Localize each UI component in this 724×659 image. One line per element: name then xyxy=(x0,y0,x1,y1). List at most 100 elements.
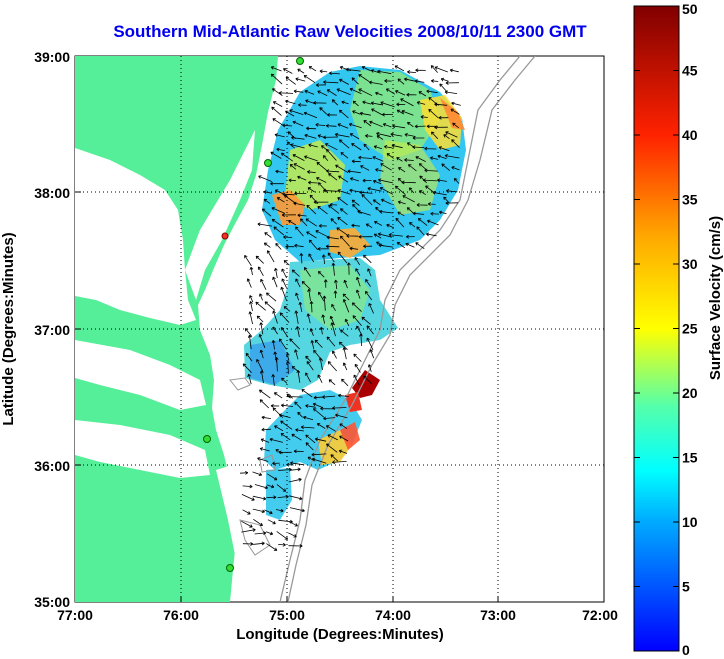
velocity-arrow xyxy=(283,260,290,266)
velocity-arrow xyxy=(362,100,372,105)
velocity-arrow xyxy=(295,278,301,288)
velocity-arrow xyxy=(361,66,371,72)
velocity-arrow xyxy=(349,87,362,95)
colorbar xyxy=(633,5,680,652)
velocity-arrow xyxy=(426,232,437,237)
velocity-arrow xyxy=(356,276,361,287)
y-tick-label: 39:00 xyxy=(34,49,70,65)
velocity-arrow xyxy=(301,281,311,290)
radar-station xyxy=(264,159,272,167)
velocity-arrow xyxy=(372,199,381,206)
velocity-arrow xyxy=(299,253,304,264)
velocity-arrow xyxy=(261,415,271,420)
velocity-arrow xyxy=(305,372,311,383)
velocity-arrow xyxy=(428,108,439,119)
velocity-arrow xyxy=(281,377,288,384)
velocity-arrow xyxy=(303,415,314,421)
velocity-arrow xyxy=(326,443,338,453)
velocity-arrow xyxy=(451,139,460,148)
velocity-arrow xyxy=(289,109,304,115)
velocity-arrow xyxy=(285,244,295,249)
velocity-arrow xyxy=(318,182,329,194)
velocity-arrow xyxy=(305,218,318,227)
velocity-arrow xyxy=(426,89,438,94)
velocity-arrow xyxy=(266,250,275,263)
velocity-arrow xyxy=(401,109,414,116)
velocity-arrow xyxy=(326,336,336,347)
velocity-arrow xyxy=(414,124,426,129)
velocity-arrow xyxy=(273,351,278,363)
velocity-arrow xyxy=(386,153,394,159)
velocity-arrow xyxy=(306,204,317,215)
velocity-arrow xyxy=(317,206,328,215)
colorbar-tick-label: 25 xyxy=(682,321,698,337)
velocity-arrow xyxy=(281,213,296,217)
velocity-arrow xyxy=(346,234,359,238)
velocity-arrow xyxy=(327,361,337,372)
velocity-arrow xyxy=(369,349,375,359)
velocity-arrow xyxy=(288,220,297,226)
velocity-arrow xyxy=(365,134,373,138)
velocity-arrow xyxy=(244,328,253,337)
velocity-arrow xyxy=(289,507,305,513)
colorbar-tick-label: 35 xyxy=(682,192,698,208)
velocity-arrow xyxy=(309,328,314,337)
velocity-arrow xyxy=(434,66,448,73)
velocity-arrow xyxy=(258,333,266,348)
velocity-arrow xyxy=(316,177,327,183)
velocity-arrow xyxy=(272,407,284,418)
velocity-arrow xyxy=(273,226,285,236)
velocity-arrow xyxy=(418,163,427,170)
y-tick-label: 38:00 xyxy=(34,185,70,201)
velocity-arrow xyxy=(338,109,349,119)
velocity-arrow xyxy=(430,156,439,160)
velocity-arrow xyxy=(290,461,305,466)
velocity-arrow xyxy=(314,437,327,442)
velocity-arrow xyxy=(285,76,296,85)
velocity-arrow xyxy=(327,252,335,263)
velocity-arrow xyxy=(443,196,450,204)
velocity-arrow xyxy=(261,427,272,432)
velocity-arrow xyxy=(294,310,299,324)
velocity-arrow xyxy=(275,243,282,250)
velocity-arrow xyxy=(263,190,272,194)
velocity-arrow xyxy=(297,175,307,181)
velocity-arrow xyxy=(276,508,284,513)
velocity-arrow xyxy=(416,226,425,236)
velocity-arrow xyxy=(306,361,314,371)
velocity-arrow xyxy=(255,301,266,311)
velocity-arrow xyxy=(242,484,253,489)
velocity-arrow xyxy=(408,187,415,194)
colorbar-tick-label: 5 xyxy=(682,579,690,595)
velocity-arrow xyxy=(293,201,306,206)
velocity-arrow xyxy=(378,243,394,248)
velocity-arrow xyxy=(404,77,416,82)
velocity-arrow xyxy=(390,132,403,137)
velocity-arrow xyxy=(285,110,295,117)
velocity-arrow xyxy=(294,401,302,409)
velocity-arrow xyxy=(434,125,448,130)
velocity-arrow xyxy=(318,223,327,228)
velocity-arrow xyxy=(367,268,372,277)
velocity-arrow xyxy=(378,178,393,184)
velocity-arrow xyxy=(280,403,294,408)
velocity-arrow xyxy=(286,360,290,374)
velocity-arrow xyxy=(315,122,326,127)
velocity-arrow xyxy=(317,271,325,278)
velocity-arrow xyxy=(451,101,461,106)
velocity-arrow xyxy=(247,334,252,350)
velocity-arrow xyxy=(295,326,300,338)
velocity-arrow xyxy=(379,187,394,195)
velocity-arrow xyxy=(328,379,336,386)
velocity-arrow xyxy=(326,169,340,174)
y-axis-label: Latitude (Degrees:Minutes) xyxy=(0,232,17,425)
velocity-arrow xyxy=(252,541,265,546)
velocity-arrow xyxy=(294,243,304,248)
velocity-arrow xyxy=(371,108,383,116)
velocity-arrow xyxy=(316,423,326,429)
colorbar-tick-label: 50 xyxy=(682,1,698,17)
velocity-arrow xyxy=(384,145,393,149)
velocity-arrow xyxy=(267,519,276,525)
velocity-arrow xyxy=(255,255,264,264)
